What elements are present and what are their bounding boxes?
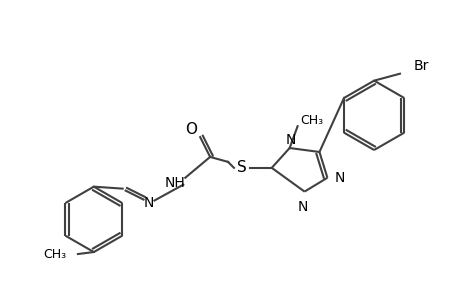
Text: O: O [185, 122, 197, 137]
Text: CH₃: CH₃ [43, 248, 66, 260]
Text: Br: Br [413, 59, 428, 73]
Text: CH₃: CH₃ [300, 114, 323, 127]
Text: N: N [143, 196, 153, 209]
Text: N: N [297, 200, 307, 214]
Text: N: N [334, 171, 344, 185]
Text: N: N [285, 133, 295, 147]
Text: NH: NH [165, 176, 185, 190]
Text: S: S [236, 160, 246, 175]
